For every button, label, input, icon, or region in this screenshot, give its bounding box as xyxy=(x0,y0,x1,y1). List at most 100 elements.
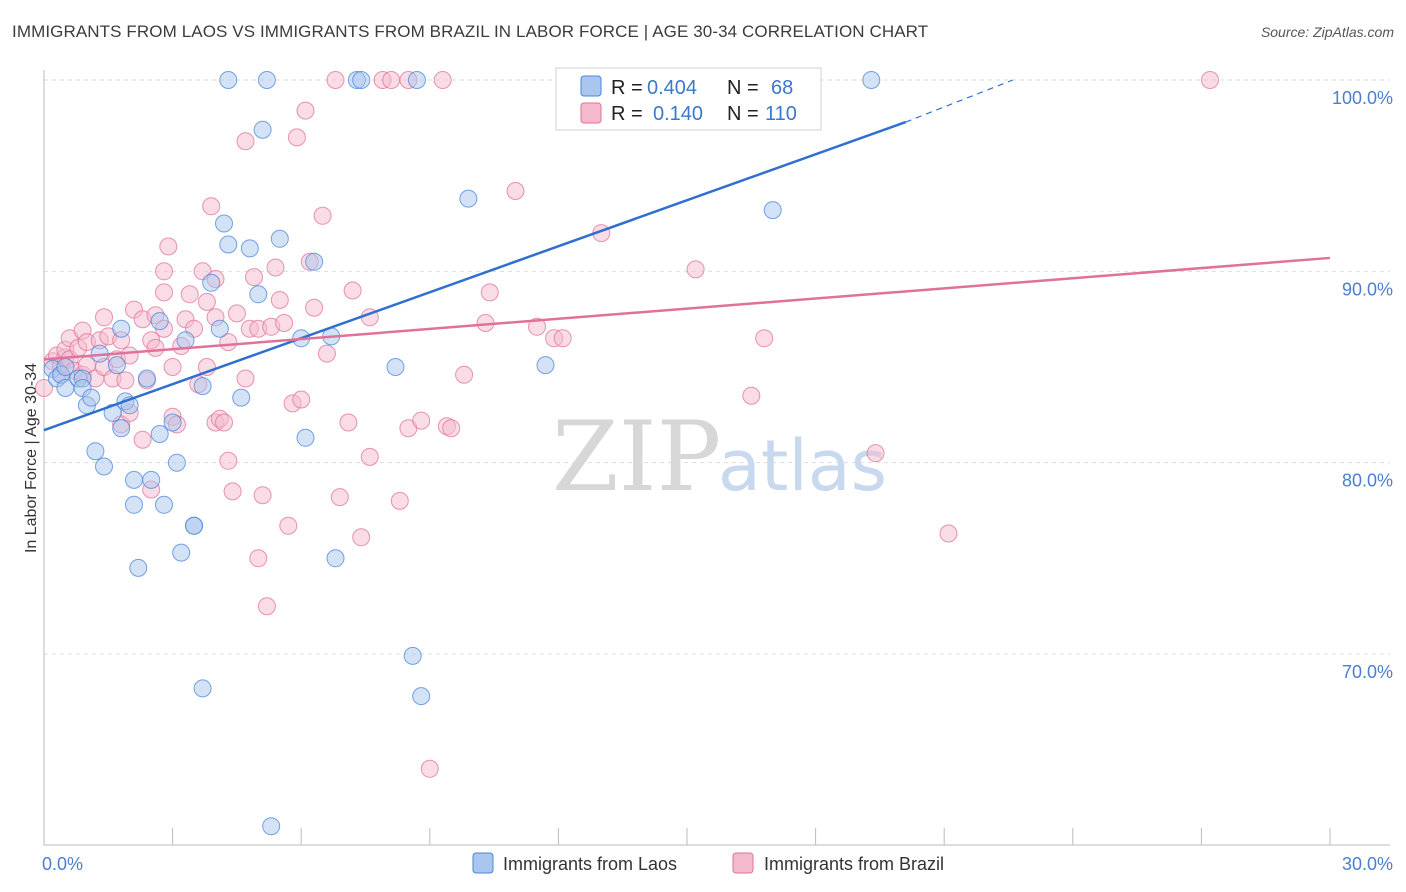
watermark-atlas: atlas xyxy=(718,425,887,507)
point-laos xyxy=(125,470,143,489)
x-tick-label: 30.0% xyxy=(1342,854,1393,874)
point-laos xyxy=(185,516,203,535)
point-brazil xyxy=(257,597,276,616)
stats-n-value-brazil: 110 xyxy=(765,103,797,125)
point-laos xyxy=(210,319,229,338)
point-brazil xyxy=(227,304,246,323)
point-laos xyxy=(107,356,126,375)
point-brazil xyxy=(755,329,774,348)
point-laos xyxy=(163,413,182,432)
point-laos xyxy=(257,71,276,89)
point-laos xyxy=(305,252,324,271)
legend-swatch-laos xyxy=(472,852,494,874)
point-laos xyxy=(270,229,289,248)
point-brazil xyxy=(35,379,53,397)
point-brazil xyxy=(253,486,272,505)
point-brazil xyxy=(742,386,761,405)
point-laos xyxy=(167,453,186,472)
point-brazil xyxy=(305,298,324,317)
point-laos xyxy=(262,817,281,836)
point-laos xyxy=(150,425,169,443)
point-laos xyxy=(129,558,148,577)
point-brazil xyxy=(266,258,285,277)
point-brazil xyxy=(326,71,345,89)
stats-r-label-laos: R = xyxy=(611,77,643,99)
stats-n-label-brazil: N = xyxy=(727,103,759,125)
point-brazil xyxy=(197,292,216,311)
gridlines xyxy=(44,79,1390,655)
point-brazil xyxy=(236,132,255,151)
point-brazil xyxy=(249,549,268,568)
source-credit: Source: ZipAtlas.com xyxy=(1260,24,1394,40)
point-brazil xyxy=(480,283,499,302)
point-brazil xyxy=(287,128,306,147)
point-brazil xyxy=(95,308,113,327)
point-brazil xyxy=(155,283,173,302)
point-laos xyxy=(459,189,478,208)
point-laos xyxy=(155,495,173,514)
point-laos xyxy=(386,358,405,376)
y-tick-label: 70.0% xyxy=(1342,662,1393,682)
point-brazil xyxy=(279,516,298,535)
axes xyxy=(43,70,1390,846)
trend-line-laos xyxy=(43,120,907,432)
y-axis-label: In Labor Force | Age 30-34 xyxy=(23,363,40,553)
point-brazil xyxy=(390,491,409,510)
point-brazil xyxy=(866,444,885,463)
point-brazil xyxy=(339,413,358,432)
point-laos xyxy=(412,687,431,706)
data-points xyxy=(35,71,1219,836)
point-laos xyxy=(249,285,268,304)
point-laos xyxy=(352,71,371,89)
point-laos xyxy=(232,388,251,407)
point-laos xyxy=(137,369,156,388)
point-laos xyxy=(240,239,259,258)
point-laos xyxy=(403,646,422,665)
legend-swatch-brazil xyxy=(732,852,754,874)
point-laos xyxy=(296,428,315,447)
point-laos xyxy=(215,214,233,233)
point-laos xyxy=(193,679,212,698)
point-laos xyxy=(86,442,105,461)
point-brazil xyxy=(313,206,332,225)
point-laos xyxy=(112,319,131,338)
point-brazil xyxy=(420,759,439,778)
y-tick-label: 80.0% xyxy=(1342,471,1393,491)
point-brazil xyxy=(553,329,572,348)
point-brazil xyxy=(116,371,135,390)
point-laos xyxy=(219,235,238,254)
x-tick-labels: 0.0% 30.0% xyxy=(42,854,1393,874)
point-brazil xyxy=(202,197,221,216)
stats-legend: R = 0.404 N = 68 R = 0.140 N = 110 xyxy=(555,67,822,131)
point-laos xyxy=(326,549,345,568)
point-laos xyxy=(82,388,101,407)
point-brazil xyxy=(382,71,401,89)
point-brazil xyxy=(215,413,233,432)
point-brazil xyxy=(1201,71,1219,89)
point-brazil xyxy=(528,317,546,336)
point-laos xyxy=(150,312,169,331)
point-laos xyxy=(125,495,143,514)
point-laos xyxy=(862,71,881,89)
watermark-zip: ZIP xyxy=(552,401,721,513)
point-laos xyxy=(536,356,555,375)
watermark: ZIP atlas xyxy=(552,401,887,513)
y-tick-label: 100.0% xyxy=(1332,88,1393,108)
point-brazil xyxy=(455,365,474,384)
point-brazil xyxy=(159,237,178,256)
point-brazil xyxy=(330,488,349,507)
point-brazil xyxy=(686,260,705,279)
trend-line-laos-extension xyxy=(905,79,1014,123)
stats-r-label-brazil: R = xyxy=(611,103,643,125)
point-brazil xyxy=(180,285,199,304)
point-laos xyxy=(193,377,212,396)
point-brazil xyxy=(433,71,452,89)
point-brazil xyxy=(360,447,379,466)
trend-line-brazil xyxy=(43,256,1331,361)
legend-label-laos: Immigrants from Laos xyxy=(503,854,677,874)
point-laos xyxy=(219,71,238,89)
series-legend: Immigrants from Laos Immigrants from Bra… xyxy=(472,852,944,874)
x-ticks xyxy=(43,828,1331,845)
point-laos xyxy=(176,331,195,350)
legend-label-brazil: Immigrants from Brazil xyxy=(764,854,944,874)
